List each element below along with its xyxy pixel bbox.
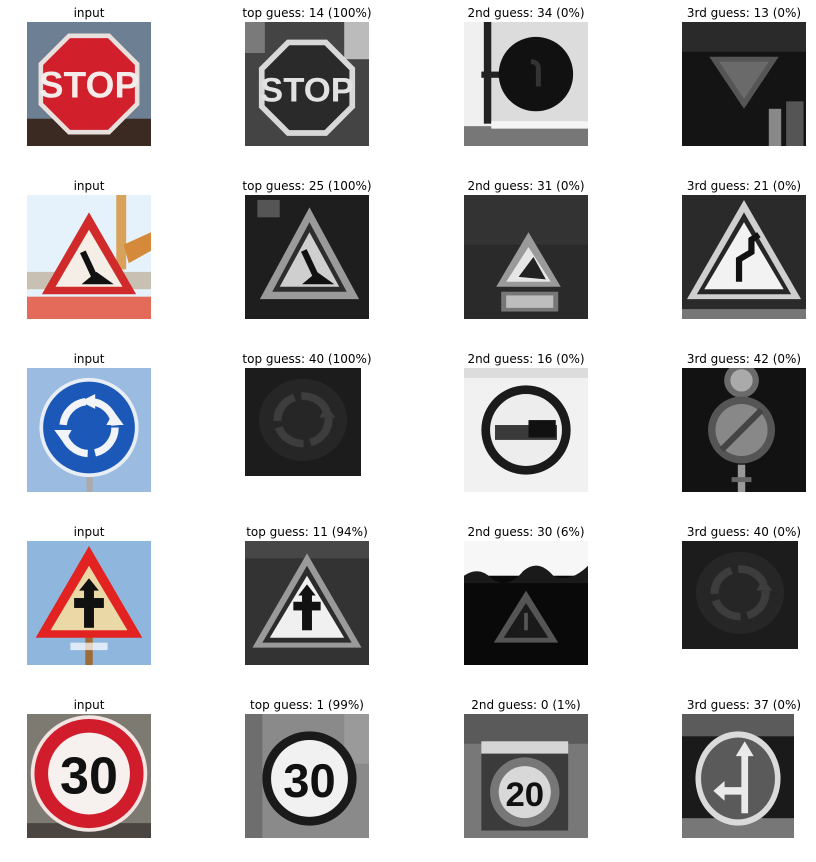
sign-image: 20 xyxy=(464,714,588,838)
cell-title: 3rd guess: 21 (0%) xyxy=(686,179,802,193)
sign-image xyxy=(682,195,806,319)
sign-image xyxy=(245,541,369,665)
stop-text: STOP xyxy=(39,64,140,106)
cell-title: input xyxy=(73,352,105,366)
sign-image xyxy=(27,195,151,319)
input-image-cell: input xyxy=(27,525,151,665)
cell-title: 2nd guess: 30 (6%) xyxy=(467,525,585,539)
guess-image-cell: 2nd guess: 16 (0%) xyxy=(464,352,588,492)
sign-image xyxy=(682,368,806,492)
sign-image xyxy=(682,541,798,649)
cell-title: top guess: 1 (99%) xyxy=(250,698,364,712)
guess-image-cell: 3rd guess: 13 (0%) xyxy=(682,6,806,146)
guess-image-cell: top guess: 14 (100%) STOP xyxy=(242,6,372,146)
sign-image xyxy=(682,22,806,146)
guess-image-cell: 3rd guess: 40 (0%) xyxy=(682,525,806,665)
sign-image xyxy=(464,541,588,665)
sign-image xyxy=(682,714,794,838)
guess-image-cell: 2nd guess: 0 (1%) 20 xyxy=(464,698,588,838)
cell-title: 3rd guess: 37 (0%) xyxy=(686,698,802,712)
sign-image xyxy=(27,368,151,492)
guess-image-cell: top guess: 1 (99%) 30 xyxy=(245,698,369,838)
cell-title: top guess: 40 (100%) xyxy=(242,352,372,366)
cell-title: top guess: 14 (100%) xyxy=(242,6,372,20)
guess-image-cell: top guess: 40 (100%) xyxy=(242,352,372,492)
input-image-cell: input xyxy=(27,179,151,319)
sign-image xyxy=(464,368,588,492)
input-image-cell: input 30 xyxy=(27,698,151,838)
guess-image-cell: 2nd guess: 34 (0%) xyxy=(464,6,588,146)
cell-title: 3rd guess: 40 (0%) xyxy=(686,525,802,539)
guess-image-cell: 2nd guess: 30 (6%) xyxy=(464,525,588,665)
cell-title: 2nd guess: 34 (0%) xyxy=(467,6,585,20)
guess-image-cell: top guess: 11 (94%) xyxy=(245,525,369,665)
cell-title: 2nd guess: 0 (1%) xyxy=(471,698,581,712)
cell-title: 3rd guess: 13 (0%) xyxy=(686,6,802,20)
sign-image: 30 xyxy=(245,714,369,838)
input-image-cell: input STOP xyxy=(27,6,151,146)
cell-title: input xyxy=(73,6,105,20)
stop-text: STOP xyxy=(260,71,354,109)
input-image-cell: input xyxy=(27,352,151,492)
sign-image xyxy=(245,195,369,319)
speed-text: 30 xyxy=(283,754,335,807)
cell-title: top guess: 25 (100%) xyxy=(242,179,372,193)
cell-title: input xyxy=(73,698,105,712)
sign-image: STOP xyxy=(245,22,369,146)
speed-text: 30 xyxy=(60,747,118,805)
cell-title: 3rd guess: 42 (0%) xyxy=(686,352,802,366)
guess-image-cell: top guess: 25 (100%) xyxy=(242,179,372,319)
guess-image-cell: 2nd guess: 31 (0%) xyxy=(464,179,588,319)
cell-title: 2nd guess: 16 (0%) xyxy=(467,352,585,366)
cell-title: top guess: 11 (94%) xyxy=(246,525,368,539)
sign-image xyxy=(464,22,588,146)
cell-title: input xyxy=(73,525,105,539)
speed-text: 20 xyxy=(505,776,544,814)
sign-image: STOP xyxy=(27,22,151,146)
sign-image xyxy=(464,195,588,319)
cell-title: input xyxy=(73,179,105,193)
sign-image xyxy=(245,368,361,476)
guess-image-cell: 3rd guess: 37 (0%) xyxy=(682,698,806,838)
sign-image xyxy=(27,541,151,665)
sign-image: 30 xyxy=(27,714,151,838)
guess-image-cell: 3rd guess: 42 (0%) xyxy=(682,352,806,492)
cell-title: 2nd guess: 31 (0%) xyxy=(467,179,585,193)
guess-image-cell: 3rd guess: 21 (0%) xyxy=(682,179,806,319)
